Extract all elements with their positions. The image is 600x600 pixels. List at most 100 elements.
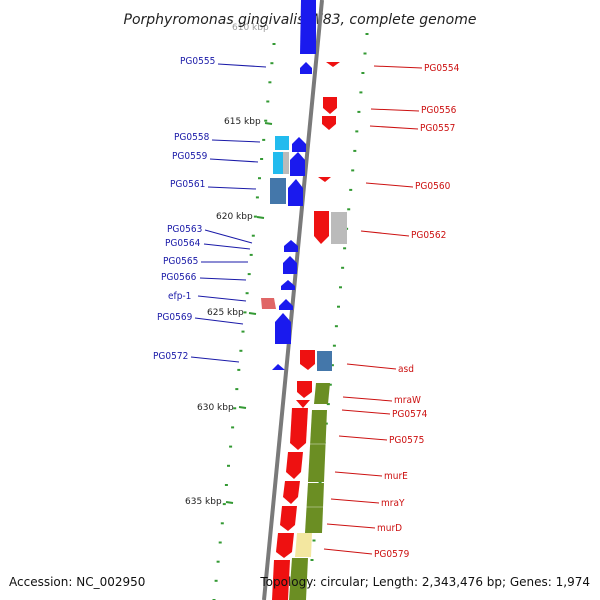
label-efp-1[interactable]: efp-1 <box>168 291 191 302</box>
label-pg0579[interactable]: PG0579 <box>374 549 410 560</box>
label-pg0560[interactable]: PG0560 <box>415 181 451 192</box>
gene-pg0575-shape[interactable] <box>290 408 308 450</box>
outer-track-dot <box>339 286 342 289</box>
label-pg0558[interactable]: PG0558 <box>174 132 210 143</box>
outer-track-dot <box>347 208 351 211</box>
gene-pg0560-shape[interactable] <box>318 177 331 182</box>
gene-mure-shape[interactable] <box>286 452 303 479</box>
label-pg0559[interactable]: PG0559 <box>172 151 208 162</box>
label-pg0572[interactable]: PG0572 <box>153 351 188 362</box>
label-pg0556[interactable]: PG0556 <box>421 105 457 116</box>
gene-pg0559-cyan[interactable] <box>273 152 285 174</box>
gene-pg0563-shape[interactable] <box>284 240 298 252</box>
outer-track-dot <box>361 72 365 74</box>
gene-mray-shape[interactable] <box>283 481 300 504</box>
outer-track-dot <box>341 266 345 269</box>
label-murd[interactable]: murD <box>377 523 402 534</box>
label-pg0574[interactable]: PG0574 <box>392 409 428 420</box>
outer-track-dot <box>330 364 334 367</box>
tick-label-625: 625 kbp <box>207 308 244 318</box>
gene-pg0556-shape[interactable] <box>323 97 337 114</box>
gene-pg0557-shape[interactable] <box>322 116 336 130</box>
tick-620 <box>256 216 265 219</box>
outer-track-dot <box>343 247 347 250</box>
accession-text: Accession: NC_002950 <box>9 575 145 589</box>
gene-pg0553-shape[interactable] <box>300 0 316 54</box>
inner-track-dot <box>249 253 253 256</box>
gene-pg0555-shape[interactable] <box>300 62 312 74</box>
gene-pg0561-shape[interactable] <box>288 179 303 206</box>
inner-track-dot <box>216 560 220 563</box>
leader-line <box>346 363 397 370</box>
tick-label-635: 635 kbp <box>185 497 222 507</box>
tick-625 <box>248 312 257 315</box>
leader-line <box>203 243 251 250</box>
gene-murd-shape[interactable] <box>280 506 297 531</box>
leader-line <box>204 229 253 244</box>
leader-line <box>334 471 383 477</box>
inner-track-dot <box>262 138 266 141</box>
gene-mure-olive[interactable] <box>305 483 324 533</box>
label-asd[interactable]: asd <box>398 364 414 375</box>
label-pg0554[interactable]: PG0554 <box>424 63 460 74</box>
label-mray[interactable]: mraY <box>381 498 405 509</box>
left-gene-labels: PG0555 PG0558 PG0559 PG0561 PG0563 PG056… <box>153 56 215 362</box>
outer-track-dot <box>337 305 340 308</box>
gene-pg0561-steel[interactable] <box>270 178 286 204</box>
inner-track-dot <box>268 81 272 84</box>
label-pg0575[interactable]: PG0575 <box>389 435 424 446</box>
gene-pg0554-shape[interactable] <box>326 62 340 67</box>
label-mraw[interactable]: mraW <box>394 395 421 406</box>
gene-mraw-olive[interactable] <box>314 383 330 404</box>
label-pg0566[interactable]: PG0566 <box>161 272 197 283</box>
leader-line <box>360 230 410 237</box>
gene-next-shape[interactable] <box>272 560 290 600</box>
gene-pg0562-shape[interactable] <box>314 211 329 244</box>
gene-efp-pink[interactable] <box>261 298 276 309</box>
label-pg0564[interactable]: PG0564 <box>165 238 201 249</box>
label-pg0561[interactable]: PG0561 <box>170 179 205 190</box>
gene-pg0572-shape[interactable] <box>272 364 285 370</box>
tick-label-630: 630 kbp <box>197 403 234 413</box>
gene-pg0562-grey[interactable] <box>331 212 347 244</box>
inner-track-dot <box>260 158 264 160</box>
gene-pg0579-pale[interactable] <box>295 533 312 557</box>
label-pg0557[interactable]: PG0557 <box>420 123 455 134</box>
inner-track-dot <box>266 100 270 103</box>
label-pg0565[interactable]: PG0565 <box>163 256 198 267</box>
label-mure[interactable]: murE <box>384 471 408 482</box>
gene-pg0569-shape[interactable] <box>275 313 291 344</box>
gene-pg0558-shape[interactable] <box>292 137 306 152</box>
inner-track-dot <box>243 311 247 314</box>
outer-track-dot <box>349 188 353 191</box>
gene-pg0575-olive[interactable] <box>308 410 327 482</box>
gene-asd-shape[interactable] <box>300 350 315 370</box>
label-pg0563[interactable]: PG0563 <box>167 224 202 235</box>
tick-label-615: 615 kbp <box>224 117 261 127</box>
outer-track-dot <box>355 130 359 133</box>
leader-line <box>370 108 420 112</box>
leader-line <box>342 396 393 402</box>
label-pg0555[interactable]: PG0555 <box>180 56 215 67</box>
gene-next-olive[interactable] <box>289 558 308 600</box>
inner-track-dot <box>272 43 276 45</box>
label-pg0569[interactable]: PG0569 <box>157 312 193 323</box>
leader-line <box>373 65 423 69</box>
inner-track-dot <box>224 484 228 486</box>
gene-pg0565-shape[interactable] <box>283 256 297 274</box>
gene-pg0566-shape[interactable] <box>281 280 295 290</box>
outer-track-dot <box>353 149 357 152</box>
gene-mraw-shape[interactable] <box>297 381 312 398</box>
tick-630 <box>238 406 247 409</box>
inner-track-dot <box>251 234 255 237</box>
outer-track-dot <box>312 539 316 542</box>
gene-pg0574-shape[interactable] <box>296 400 310 408</box>
label-pg0562[interactable]: PG0562 <box>411 230 446 241</box>
gene-pg0579-shape[interactable] <box>276 533 294 558</box>
gene-pg0559-shape[interactable] <box>290 152 305 176</box>
gene-pg0558-cyan[interactable] <box>275 136 289 150</box>
gene-asd-steel[interactable] <box>317 351 332 371</box>
gene-pg0559-grey[interactable] <box>283 152 289 174</box>
gene-efp-shape[interactable] <box>279 299 293 310</box>
leader-line <box>323 548 373 555</box>
